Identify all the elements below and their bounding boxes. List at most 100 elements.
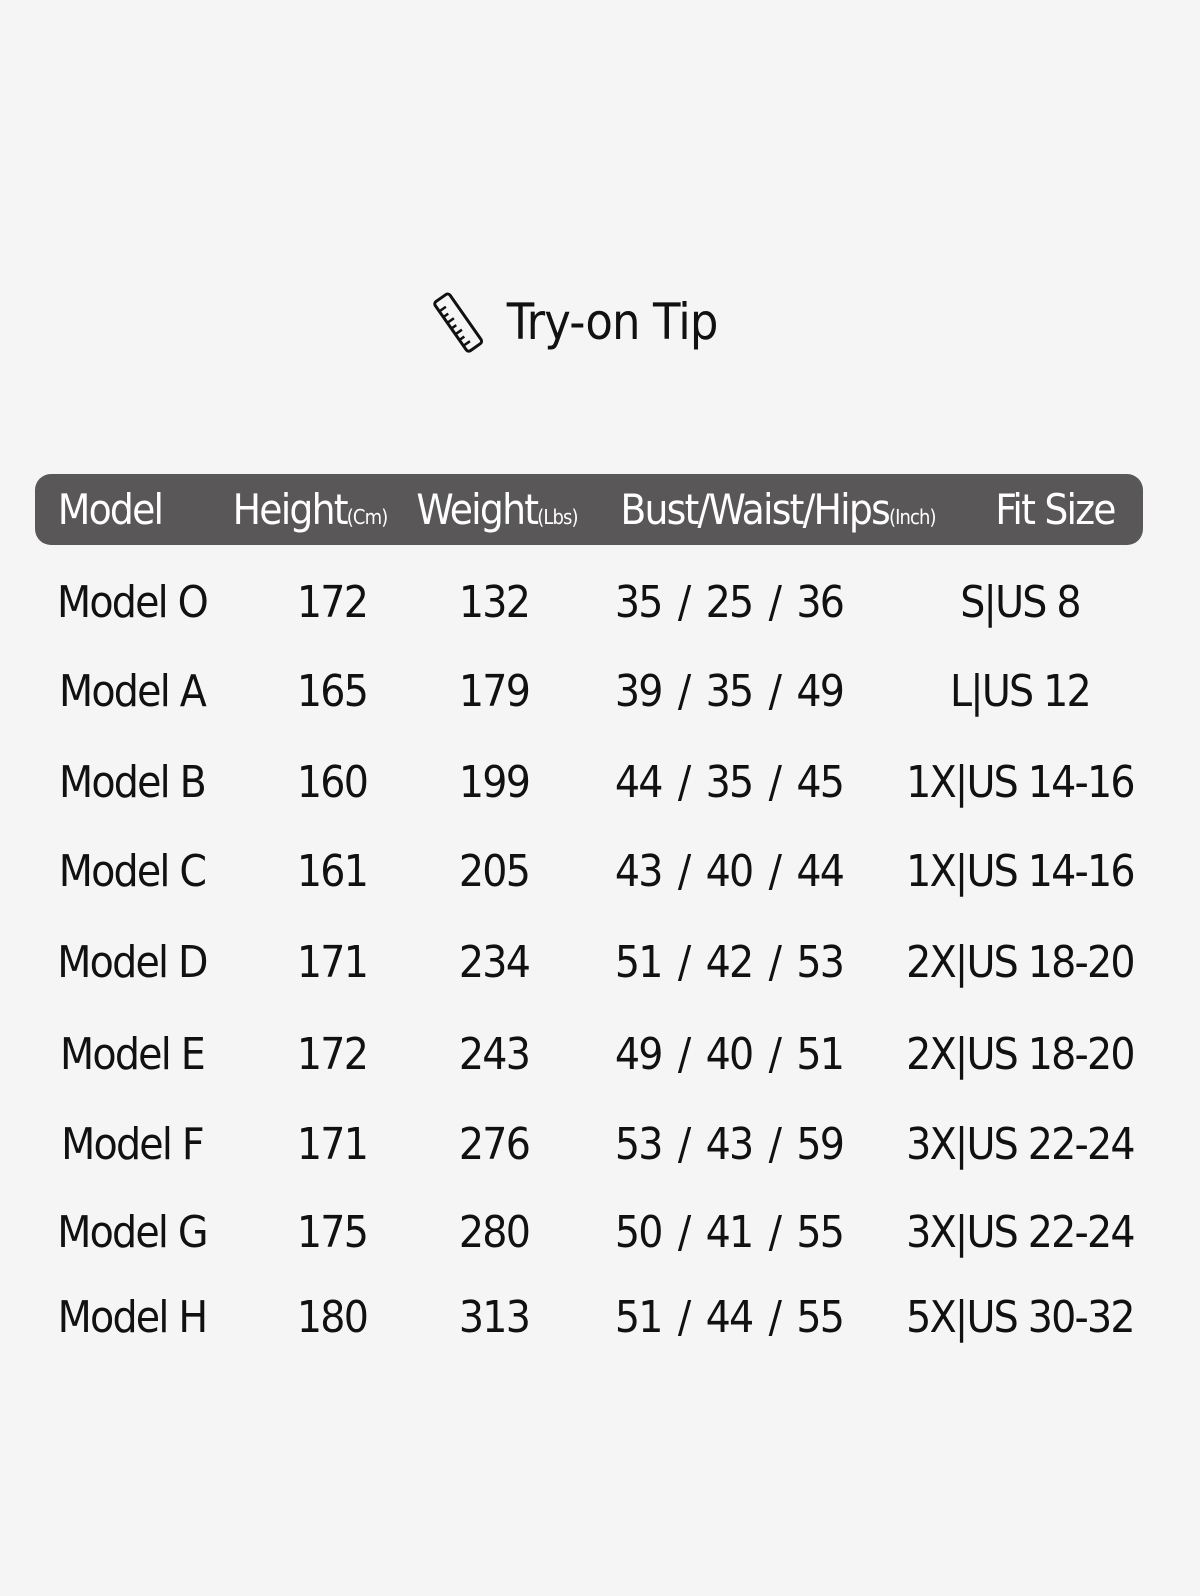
weight-value: 280 bbox=[458, 1207, 531, 1258]
separator: / bbox=[677, 1029, 691, 1080]
separator: / bbox=[677, 1207, 691, 1258]
model-name: Model A bbox=[59, 666, 207, 717]
bwh-value: 49 / 40 / 51 bbox=[614, 1025, 845, 1085]
separator: / bbox=[677, 846, 691, 897]
bust-value: 49 bbox=[614, 1029, 664, 1080]
height-value: 172 bbox=[296, 1029, 369, 1080]
fit-size-value: 2X|US 18-20 bbox=[906, 1029, 1135, 1080]
hips-value: 44 bbox=[796, 846, 845, 897]
height-value: 180 bbox=[296, 1292, 369, 1343]
hips-value: 53 bbox=[796, 937, 845, 988]
model-name: Model E bbox=[60, 1029, 206, 1080]
weight-value: 199 bbox=[458, 757, 531, 808]
header-fit: Fit Size bbox=[995, 485, 1116, 534]
weight-value: 132 bbox=[458, 577, 531, 628]
header-model: Model bbox=[57, 485, 164, 534]
hips-value: 59 bbox=[796, 1119, 845, 1170]
height-value: 172 bbox=[296, 577, 369, 628]
bust-value: 39 bbox=[614, 666, 664, 717]
hips-value: 51 bbox=[796, 1029, 845, 1080]
bwh-value: 44 / 35 / 45 bbox=[614, 753, 845, 813]
weight-value: 276 bbox=[458, 1119, 531, 1170]
model-name: Model C bbox=[58, 846, 207, 897]
fit-size-value: 3X|US 22-24 bbox=[906, 1207, 1135, 1258]
table-row: Model E 172 243 49 / 40 / 51 2X|US 18-20 bbox=[0, 1025, 1200, 1085]
fit-size-value: L|US 12 bbox=[950, 666, 1092, 717]
fit-size-value: 2X|US 18-20 bbox=[906, 937, 1135, 988]
table-row: Model G 175 280 50 / 41 / 55 3X|US 22-24 bbox=[0, 1203, 1200, 1263]
header-bwh-label: Bust/Waist/Hips bbox=[620, 485, 890, 534]
separator: / bbox=[677, 757, 691, 808]
bwh-value: 35 / 25 / 36 bbox=[614, 573, 845, 633]
weight-value: 205 bbox=[458, 846, 531, 897]
table-row: Model C 161 205 43 / 40 / 44 1X|US 14-16 bbox=[0, 842, 1200, 902]
bwh-value: 43 / 40 / 44 bbox=[615, 842, 845, 902]
model-name: Model H bbox=[57, 1292, 208, 1343]
model-name: Model B bbox=[58, 757, 207, 808]
page-title: Try-on Tip bbox=[0, 290, 1160, 354]
height-value: 171 bbox=[296, 1119, 369, 1170]
waist-value: 35 bbox=[705, 666, 755, 717]
model-name: Model G bbox=[57, 1207, 208, 1258]
weight-value: 313 bbox=[458, 1292, 531, 1343]
hips-value: 55 bbox=[796, 1207, 845, 1258]
separator: / bbox=[768, 1029, 782, 1080]
separator: / bbox=[677, 937, 691, 988]
weight-value: 243 bbox=[458, 1029, 531, 1080]
model-name: Model D bbox=[57, 937, 208, 988]
header-height-label: Height bbox=[232, 485, 349, 534]
table-row: Model O 172 132 35 / 25 / 36 S|US 8 bbox=[0, 573, 1200, 633]
fit-size-value: S|US 8 bbox=[960, 577, 1081, 628]
height-value: 161 bbox=[296, 846, 369, 897]
bwh-value: 51 / 44 / 55 bbox=[614, 1288, 845, 1348]
header-weight: Weight(Lbs) bbox=[416, 474, 578, 545]
table-row: Model F 171 276 53 / 43 / 59 3X|US 22-24 bbox=[0, 1115, 1200, 1175]
table-row: Model D 171 234 51 / 42 / 53 2X|US 18-20 bbox=[0, 933, 1200, 993]
bust-value: 53 bbox=[614, 1119, 664, 1170]
height-value: 165 bbox=[296, 666, 369, 717]
hips-value: 55 bbox=[796, 1292, 845, 1343]
model-name: Model O bbox=[56, 577, 209, 628]
table-row: Model A 165 179 39 / 35 / 49 L|US 12 bbox=[0, 662, 1200, 722]
header-bwh-unit: (Inch) bbox=[888, 505, 937, 529]
height-value: 171 bbox=[296, 937, 369, 988]
bust-value: 35 bbox=[614, 577, 664, 628]
bwh-value: 39 / 35 / 49 bbox=[614, 662, 845, 722]
header-height-unit: (Cm) bbox=[346, 505, 388, 529]
separator: / bbox=[677, 666, 691, 717]
table-row: Model H 180 313 51 / 44 / 55 5X|US 30-32 bbox=[0, 1288, 1200, 1348]
separator: / bbox=[768, 1119, 782, 1170]
waist-value: 40 bbox=[705, 846, 755, 897]
bwh-value: 51 / 42 / 53 bbox=[614, 933, 845, 993]
separator: / bbox=[768, 1207, 782, 1258]
title-text: Try-on Tip bbox=[506, 293, 719, 351]
weight-value: 179 bbox=[458, 666, 531, 717]
bwh-value: 50 / 41 / 55 bbox=[614, 1203, 845, 1263]
bust-value: 51 bbox=[614, 1292, 664, 1343]
fit-size-value: 1X|US 14-16 bbox=[906, 757, 1135, 808]
table-header: Model Height(Cm) Weight(Lbs) Bust/Waist/… bbox=[35, 474, 1143, 545]
bust-value: 50 bbox=[614, 1207, 664, 1258]
model-name: Model F bbox=[61, 1119, 204, 1170]
weight-value: 234 bbox=[458, 937, 531, 988]
hips-value: 45 bbox=[796, 757, 845, 808]
bust-value: 44 bbox=[614, 757, 664, 808]
hips-value: 36 bbox=[796, 577, 845, 628]
separator: / bbox=[677, 1119, 691, 1170]
header-height: Height(Cm) bbox=[232, 474, 389, 545]
hips-value: 49 bbox=[796, 666, 845, 717]
fit-size-value: 5X|US 30-32 bbox=[906, 1292, 1135, 1343]
separator: / bbox=[677, 577, 691, 628]
separator: / bbox=[768, 846, 782, 897]
separator: / bbox=[677, 1292, 691, 1343]
waist-value: 25 bbox=[705, 577, 755, 628]
waist-value: 41 bbox=[705, 1207, 755, 1258]
waist-value: 43 bbox=[705, 1119, 755, 1170]
waist-value: 40 bbox=[705, 1029, 755, 1080]
bust-value: 51 bbox=[614, 937, 664, 988]
waist-value: 35 bbox=[705, 757, 755, 808]
waist-value: 42 bbox=[705, 937, 755, 988]
separator: / bbox=[768, 937, 782, 988]
table-row: Model B 160 199 44 / 35 / 45 1X|US 14-16 bbox=[0, 753, 1200, 813]
height-value: 160 bbox=[296, 757, 369, 808]
